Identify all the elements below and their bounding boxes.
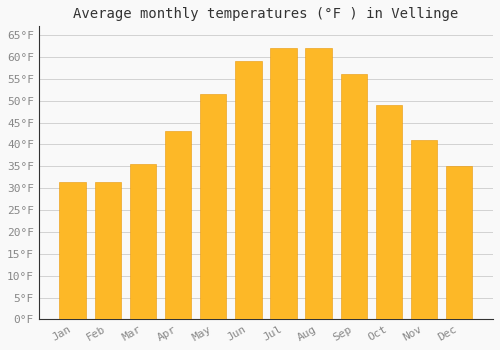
Bar (130, 164, 156, 320)
Bar (200, 94, 226, 320)
Bar (376, 105, 402, 320)
Bar (235, 61, 262, 320)
Bar (60, 182, 86, 320)
Bar (411, 140, 438, 320)
Bar (94, 182, 121, 320)
Bar (270, 48, 296, 320)
Bar (340, 75, 367, 320)
Bar (446, 166, 472, 320)
Title: Average monthly temperatures (°F ) in Vellinge: Average monthly temperatures (°F ) in Ve… (74, 7, 458, 21)
Bar (306, 48, 332, 320)
Bar (165, 131, 191, 320)
